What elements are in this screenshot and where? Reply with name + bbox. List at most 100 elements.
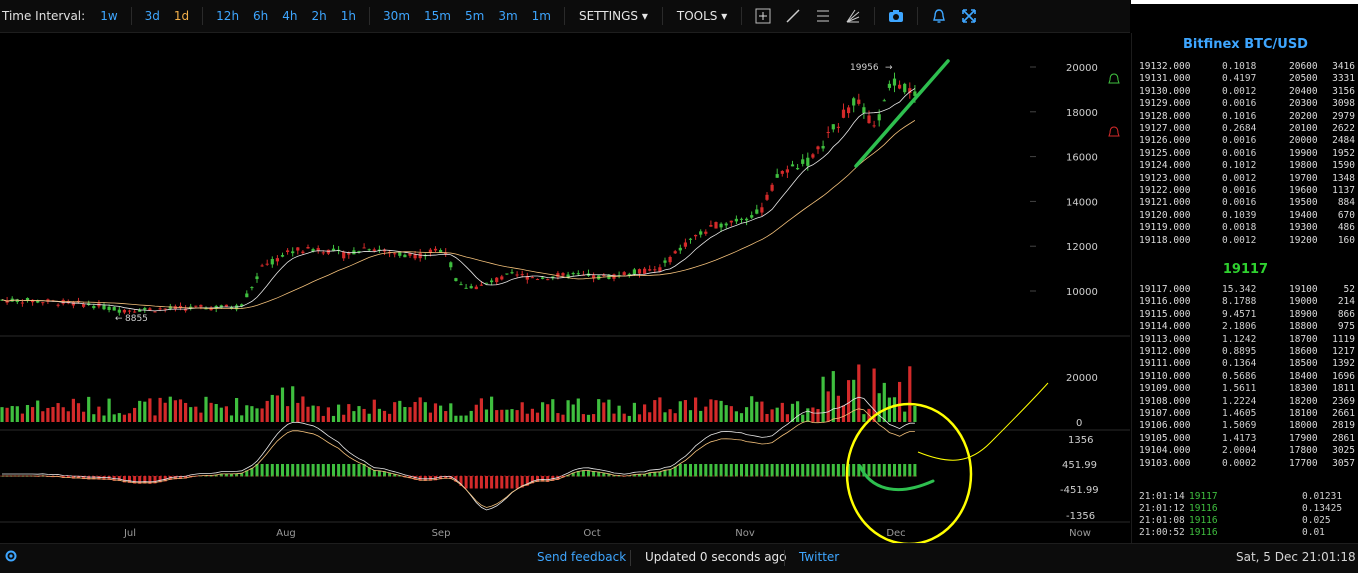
interval-3d[interactable]: 3d bbox=[144, 9, 160, 23]
volume-bar bbox=[750, 396, 754, 422]
macd-histogram-bar bbox=[597, 471, 601, 477]
macd-histogram-bar bbox=[296, 464, 300, 477]
orderbook-panel: Bitfinex BTC/USD 19132.000 0.1018 20600 341… bbox=[1131, 33, 1358, 543]
volume-bar bbox=[887, 397, 891, 422]
chart-area[interactable]: 19956 → ← 8855 20000 18000 16000 14000 12000 100… bbox=[0, 33, 1130, 546]
horizontal-lines-icon[interactable] bbox=[814, 7, 832, 25]
interval-1w[interactable]: 1w bbox=[100, 9, 118, 23]
candle-body bbox=[71, 301, 75, 306]
ask-total: 2979 bbox=[1332, 110, 1355, 122]
interval-5m[interactable]: 5m bbox=[464, 9, 485, 23]
bid-price: 19110.000 bbox=[1139, 370, 1191, 382]
candle-body bbox=[484, 282, 489, 284]
volume-bar bbox=[678, 401, 682, 422]
crosshair-icon[interactable] bbox=[754, 7, 772, 25]
volume-bar bbox=[240, 415, 244, 422]
candle-body bbox=[760, 207, 764, 213]
volume-bar bbox=[403, 406, 407, 422]
interval-30m[interactable]: 30m bbox=[383, 9, 411, 23]
volume-bar bbox=[209, 402, 213, 422]
macd-histogram-bar bbox=[893, 464, 896, 477]
price-tick: 10000 bbox=[1066, 287, 1098, 298]
settings-menu[interactable]: SETTINGS ▾ bbox=[578, 9, 648, 23]
interval-1d[interactable]: 1d bbox=[173, 9, 190, 23]
volume-bar bbox=[898, 381, 902, 422]
ask-row: 19122.000 0.0016 19600 1137 bbox=[1132, 185, 1358, 197]
candle-body bbox=[887, 83, 891, 88]
macd-histogram-bar bbox=[617, 475, 621, 477]
candle-body bbox=[444, 252, 448, 255]
macd-histogram-bar bbox=[337, 464, 341, 477]
macd-histogram-bar bbox=[275, 464, 279, 477]
divider bbox=[202, 7, 204, 25]
macd-histogram-bar bbox=[745, 464, 749, 477]
bid-amount: 0.1364 bbox=[1222, 358, 1257, 370]
macd-histogram-bar bbox=[801, 464, 805, 477]
ask-amount: 0.0016 bbox=[1222, 98, 1257, 110]
fullscreen-icon[interactable] bbox=[960, 7, 978, 25]
volume-bar bbox=[127, 413, 132, 422]
trendline-icon[interactable] bbox=[784, 7, 802, 25]
bid-row: 19107.000 1.4605 18100 2661 bbox=[1132, 408, 1358, 420]
macd-histogram-bar bbox=[321, 464, 325, 477]
macd-histogram-bar bbox=[439, 476, 443, 480]
candle-body bbox=[199, 304, 203, 307]
candle-body bbox=[270, 259, 274, 265]
user-annotations bbox=[845, 59, 1049, 546]
camera-icon[interactable] bbox=[887, 7, 905, 25]
macd-histogram-bar bbox=[831, 464, 835, 477]
fast-ma-line bbox=[1, 88, 916, 312]
macd-histogram-bar bbox=[138, 476, 142, 484]
macd-histogram-bar bbox=[852, 464, 856, 477]
ask-row: 19119.000 0.0018 19300 486 bbox=[1132, 222, 1358, 234]
macd-histogram-bar bbox=[541, 476, 545, 482]
bid-amount: 9.4571 bbox=[1222, 308, 1257, 320]
interval-1h[interactable]: 1h bbox=[340, 9, 357, 23]
interval-4h[interactable]: 4h bbox=[282, 9, 298, 23]
price-chart[interactable]: 19956 → ← 8855 20000 18000 16000 14000 12000 100… bbox=[0, 33, 1130, 546]
interval-6h[interactable]: 6h bbox=[253, 9, 269, 23]
volume-bar bbox=[719, 400, 723, 422]
interval-3m[interactable]: 3m bbox=[498, 9, 518, 23]
volume-bar bbox=[337, 404, 341, 422]
bid-row: 19108.000 1.2224 18200 2369 bbox=[1132, 396, 1358, 408]
interval-15m[interactable]: 15m bbox=[424, 9, 451, 23]
macd-histogram-bar bbox=[122, 476, 126, 483]
candle-body bbox=[505, 273, 509, 275]
candle-body bbox=[530, 277, 534, 279]
macd-histogram-bar bbox=[82, 476, 86, 480]
settings-gear-icon[interactable] bbox=[4, 549, 18, 566]
candle-body bbox=[382, 249, 387, 252]
ask-price: 19124.000 bbox=[1139, 160, 1191, 172]
volume-bar bbox=[112, 414, 116, 422]
volume-bar bbox=[296, 402, 300, 422]
macd-histogram-bar bbox=[719, 464, 723, 477]
fan-icon[interactable] bbox=[844, 7, 862, 25]
volume-bar bbox=[469, 410, 473, 422]
send-feedback-link[interactable]: Send feedback bbox=[537, 550, 627, 564]
volume-bar bbox=[357, 406, 361, 422]
candle-body bbox=[403, 254, 407, 258]
month-tick: Jul bbox=[123, 528, 136, 539]
divider bbox=[369, 7, 371, 25]
candle-body bbox=[867, 115, 871, 124]
candle-body bbox=[296, 247, 300, 251]
trade-price: 19116 bbox=[1189, 503, 1218, 514]
time-interval-label: Time Interval: bbox=[2, 9, 86, 23]
macd-histogram-bar bbox=[607, 473, 611, 477]
interval-12h[interactable]: 12h bbox=[216, 9, 240, 23]
candle-body bbox=[622, 272, 626, 275]
ask-row: 19127.000 0.2684 20100 2622 bbox=[1132, 123, 1358, 135]
interval-2h[interactable]: 2h bbox=[311, 9, 327, 23]
candle-body bbox=[127, 310, 132, 312]
volume-bar bbox=[729, 406, 733, 422]
month-tick: Now bbox=[1069, 528, 1091, 539]
ask-price: 19118.000 bbox=[1139, 234, 1191, 246]
volume-bar bbox=[785, 414, 789, 422]
tools-menu[interactable]: TOOLS ▾ bbox=[676, 9, 728, 23]
volume-bar bbox=[117, 413, 121, 422]
twitter-link[interactable]: Twitter bbox=[799, 550, 840, 564]
alert-bell-icon[interactable] bbox=[930, 7, 948, 25]
interval-1m[interactable]: 1m bbox=[531, 9, 551, 23]
candle-body bbox=[56, 304, 60, 306]
